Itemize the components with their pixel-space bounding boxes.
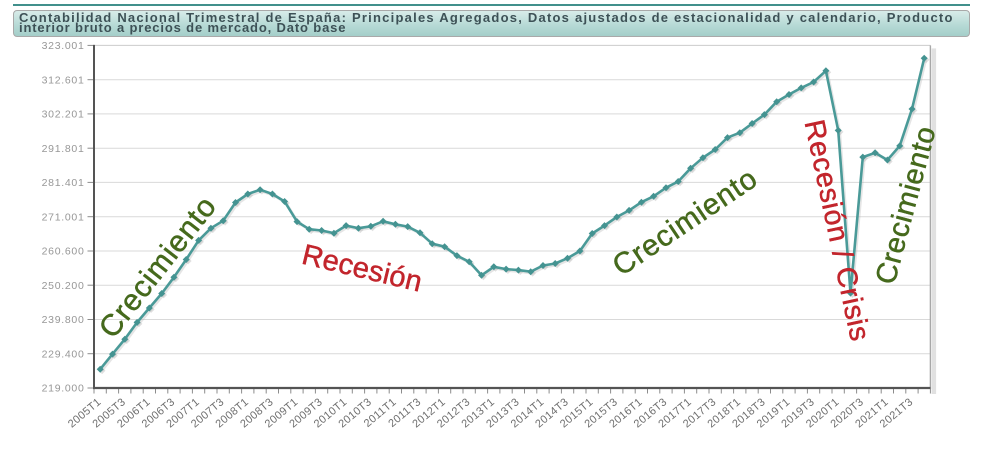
svg-text:323.001: 323.001 [42, 40, 85, 52]
svg-text:239.800: 239.800 [42, 314, 85, 326]
svg-text:219.000: 219.000 [42, 383, 85, 395]
svg-text:312.601: 312.601 [42, 74, 85, 86]
svg-text:291.801: 291.801 [42, 143, 85, 155]
svg-text:271.001: 271.001 [42, 211, 85, 223]
svg-text:229.400: 229.400 [42, 348, 85, 360]
svg-text:250.200: 250.200 [42, 280, 85, 292]
svg-text:302.201: 302.201 [42, 109, 85, 121]
svg-text:260.600: 260.600 [42, 246, 85, 258]
svg-text:281.401: 281.401 [42, 177, 85, 189]
